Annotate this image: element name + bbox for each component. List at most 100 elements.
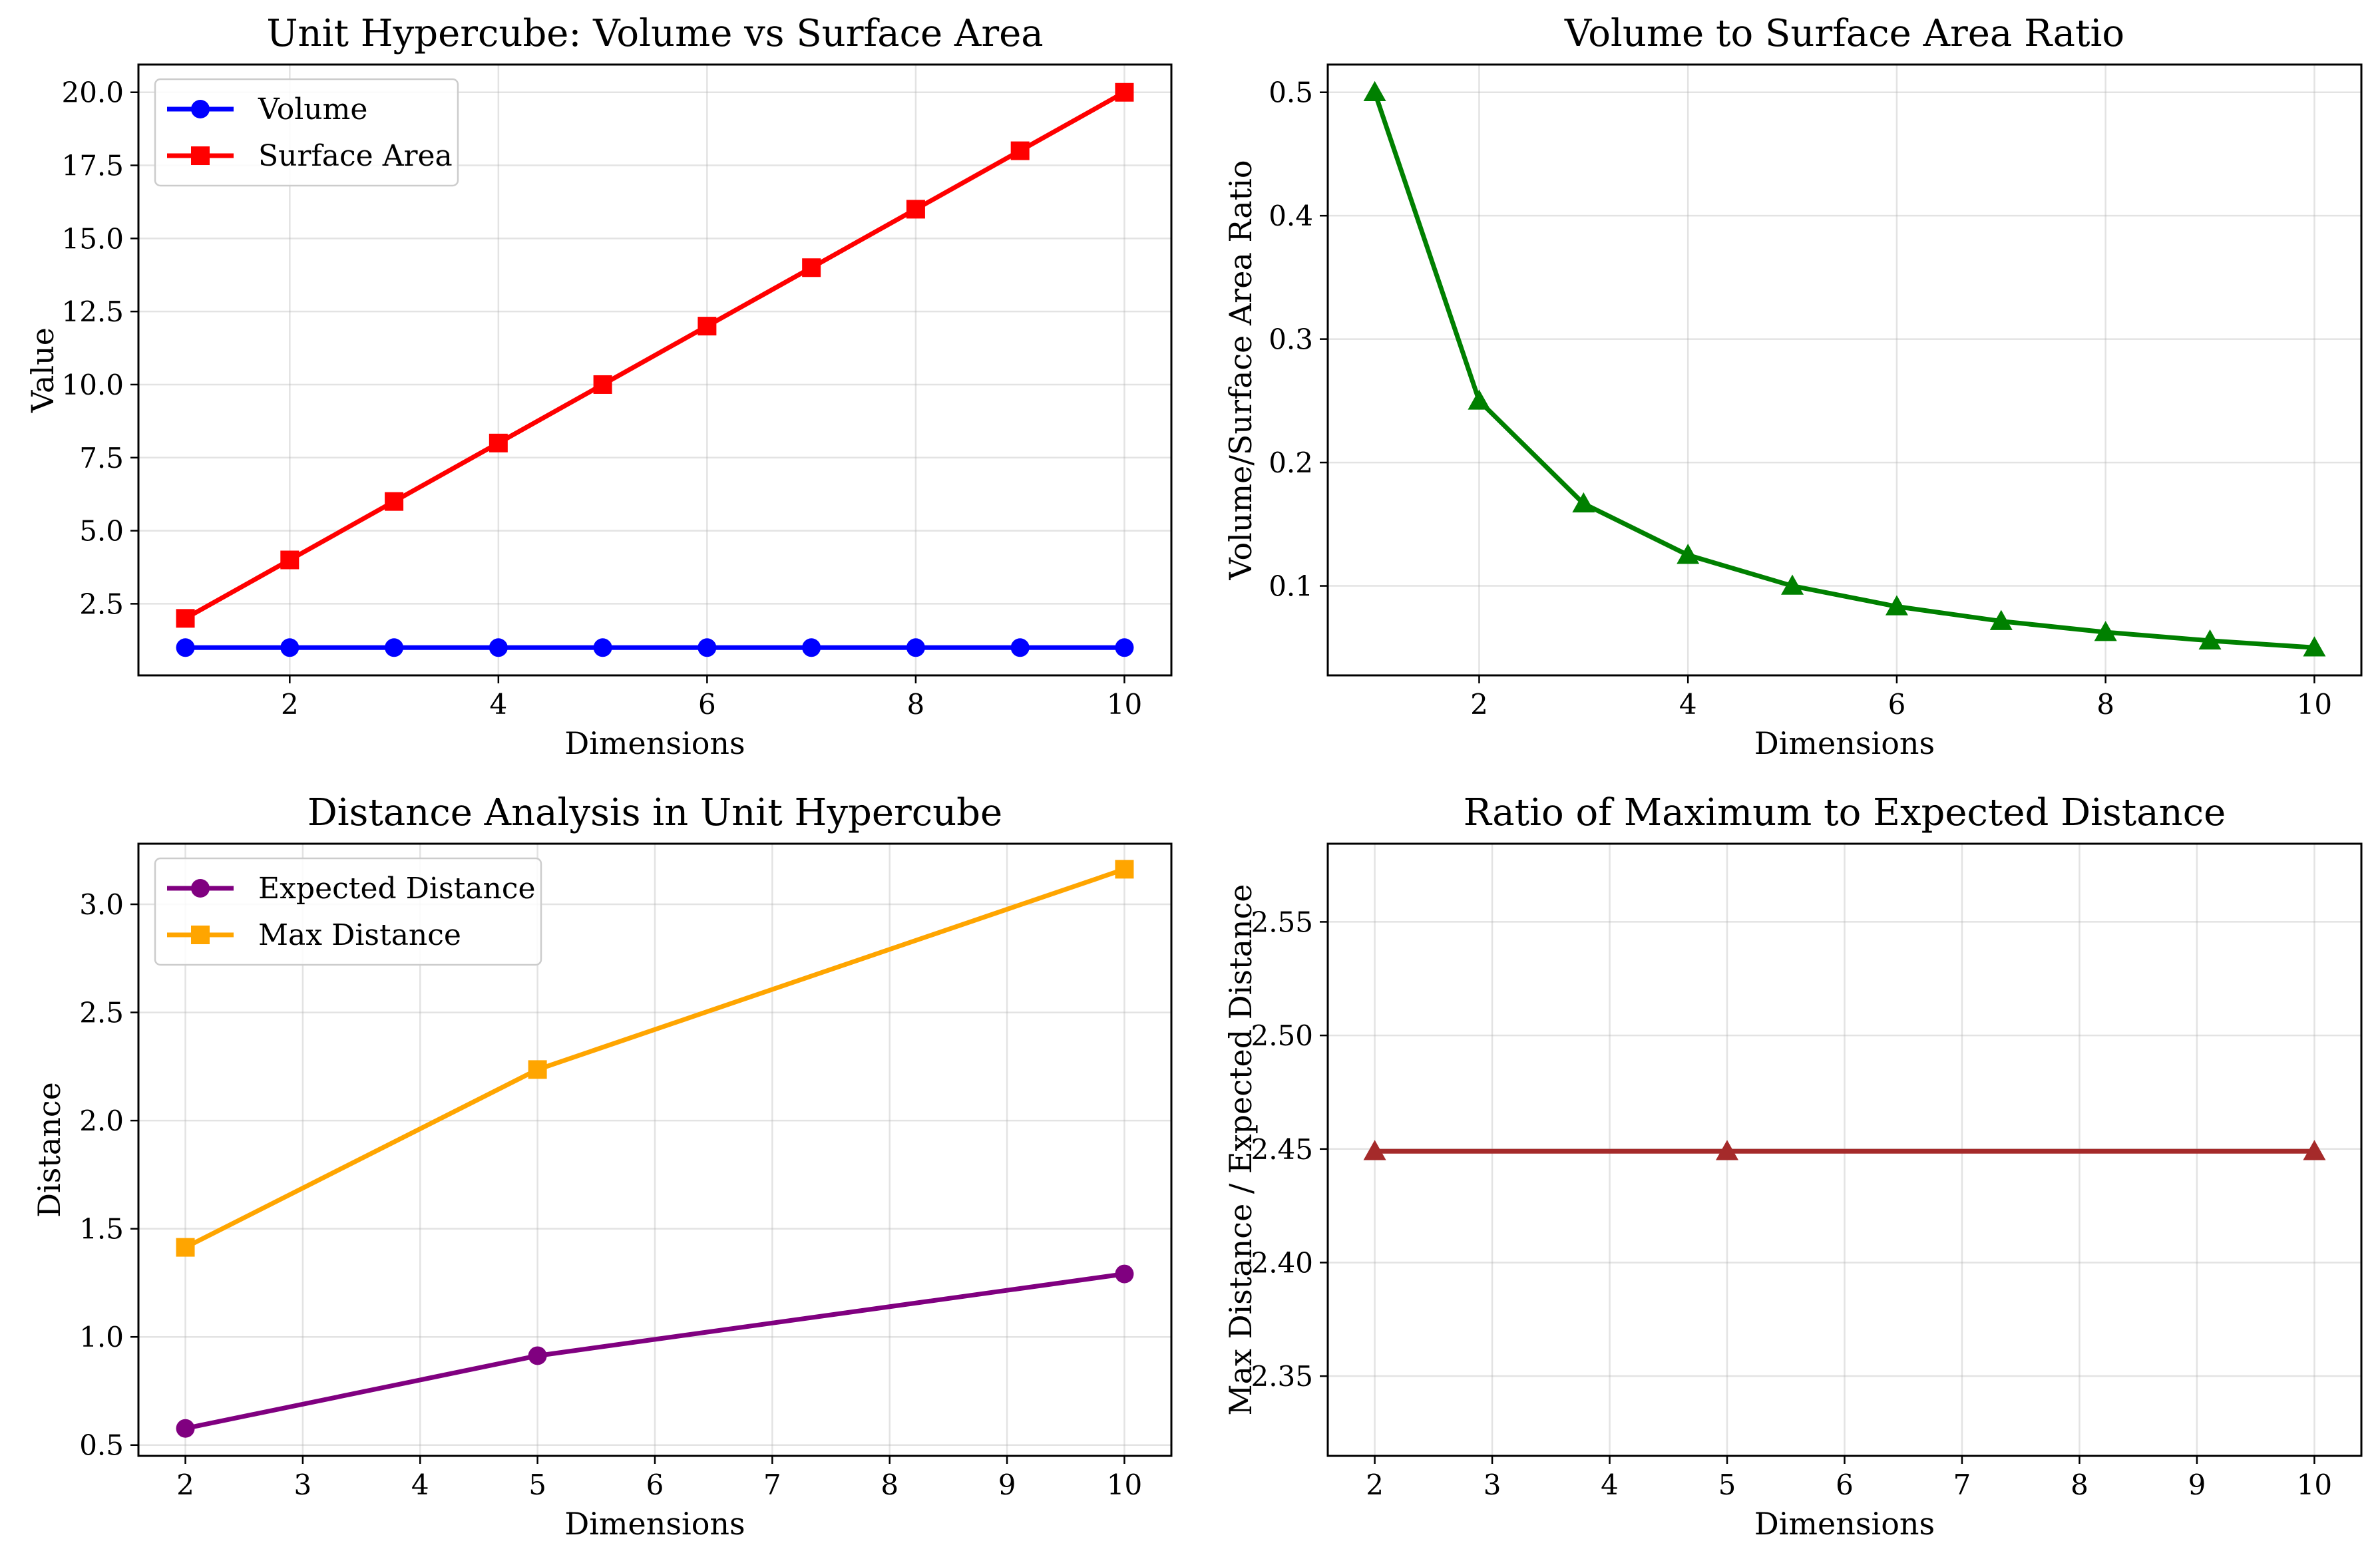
data-point <box>1572 492 1595 513</box>
y-tick-label: 20.0 <box>61 77 124 109</box>
x-tick-label: 2 <box>176 1469 194 1501</box>
y-tick-label: 0.1 <box>1269 570 1313 603</box>
x-tick-label: 10 <box>1107 688 1142 721</box>
data-point <box>1677 544 1700 564</box>
data-point <box>802 638 821 657</box>
chart-title: Unit Hypercube: Volume vs Surface Area <box>266 12 1043 55</box>
data-point <box>280 550 299 570</box>
legend-label: Max Distance <box>258 918 461 952</box>
x-tick-label: 4 <box>411 1469 429 1501</box>
data-point <box>593 638 612 657</box>
y-tick-label: 2.0 <box>79 1105 124 1137</box>
data-point <box>1781 574 1804 595</box>
legend-box <box>154 78 459 187</box>
chart-panel-1: 2 4 6 8 10 2.5 5.0 7.5 10.0 12.5 15.0 17.5 20.0 Unit … <box>25 12 1173 761</box>
data-point <box>697 317 717 336</box>
data-point <box>1363 1140 1386 1160</box>
y-tick-label: 12.5 <box>61 295 124 328</box>
y-axis-label: Value <box>25 327 61 413</box>
y-tick-label: 2.45 <box>1251 1133 1313 1166</box>
y-tick-label: 15.0 <box>61 222 124 255</box>
y-tick-label: 0.5 <box>1269 77 1313 109</box>
data-point <box>1363 81 1386 101</box>
data-point <box>176 638 195 657</box>
legend-label: Surface Area <box>258 139 453 173</box>
y-tick-label: 5.0 <box>79 515 124 548</box>
plot-frame <box>137 63 1173 677</box>
x-tick-label: 10 <box>1107 1469 1142 1501</box>
x-tick-label: 6 <box>698 688 716 721</box>
series-line-2 <box>183 90 1127 621</box>
legend-label: Expected Distance <box>258 872 536 906</box>
y-tick-label: 17.5 <box>61 150 124 182</box>
data-point <box>385 492 404 511</box>
x-tick-label: 5 <box>528 1469 546 1501</box>
y-axis-label: Max Distance / Expected Distance <box>1223 884 1259 1415</box>
data-point <box>1468 389 1491 410</box>
y-axis-label: Volume/Surface Area Ratio <box>1223 160 1259 580</box>
chart-panel-3: 2 3 4 5 6 7 8 9 10 0.5 1.0 1.5 2.0 2.5 3.0 Distance Ana… <box>31 791 1173 1542</box>
data-point <box>176 1419 195 1438</box>
data-point <box>528 1060 547 1079</box>
y-tick-label: 2.35 <box>1251 1360 1313 1393</box>
data-point <box>1115 83 1134 102</box>
data-point <box>1716 1140 1739 1160</box>
y-tick-label: 0.3 <box>1269 323 1313 356</box>
x-tick-label: 6 <box>646 1469 664 1501</box>
x-axis-label: Dimensions <box>564 1506 745 1542</box>
legend-marker <box>191 926 210 944</box>
y-tick-label: 3.0 <box>79 888 124 921</box>
x-tick-label: 3 <box>294 1469 312 1501</box>
x-tick-label: 7 <box>763 1469 781 1501</box>
y-tick-label: 7.5 <box>79 442 124 474</box>
y-tick-label: 1.0 <box>79 1321 124 1353</box>
x-tick-label: 8 <box>907 688 925 721</box>
plot-frame <box>1326 842 2363 1457</box>
data-point <box>906 200 925 219</box>
x-axis-label: Dimensions <box>1754 1506 1935 1542</box>
data-point <box>489 433 508 452</box>
legend-marker <box>191 100 210 118</box>
legend-box <box>154 857 542 966</box>
x-tick-label: 4 <box>489 688 507 721</box>
x-tick-label: 10 <box>2297 688 2332 721</box>
x-tick-label: 6 <box>1888 688 1906 721</box>
data-point <box>1885 595 1908 615</box>
x-tick-label: 3 <box>1484 1469 1501 1501</box>
y-tick-label: 1.5 <box>79 1213 124 1246</box>
data-point <box>593 375 612 394</box>
series-line-1 <box>1372 90 2317 650</box>
x-tick-label: 8 <box>2096 688 2114 721</box>
x-axis-label: Dimensions <box>564 725 745 761</box>
plot-frame <box>137 842 1173 1457</box>
data-point <box>1989 609 2013 630</box>
y-tick-label: 0.2 <box>1269 446 1313 479</box>
data-point <box>528 1346 547 1365</box>
data-point <box>176 1238 195 1257</box>
data-point <box>906 638 925 657</box>
data-point <box>2303 1140 2326 1160</box>
data-point <box>2198 629 2222 650</box>
data-point <box>489 638 508 657</box>
data-point <box>176 609 195 628</box>
x-tick-label: 5 <box>1718 1469 1736 1501</box>
chart-panel-2: 2 4 6 8 10 0.1 0.2 0.3 0.4 0.5 Volume to Surface A… <box>1223 12 2363 761</box>
x-tick-label: 2 <box>1470 688 1488 721</box>
x-tick-label: 7 <box>1953 1469 1971 1501</box>
chart-title: Volume to Surface Area Ratio <box>1564 12 2124 55</box>
x-tick-label: 4 <box>1679 688 1697 721</box>
x-tick-label: 2 <box>281 688 299 721</box>
y-tick-label: 2.50 <box>1251 1019 1313 1052</box>
data-point <box>1115 638 1134 657</box>
plot-frame <box>1326 63 2363 677</box>
data-point <box>1115 860 1134 879</box>
x-tick-label: 8 <box>881 1469 898 1501</box>
data-point <box>280 638 299 657</box>
data-point <box>1010 141 1030 160</box>
data-point <box>2094 621 2117 641</box>
chart-panel-4: 2 3 4 5 6 7 8 9 10 2.35 2.40 2.45 2.50 2.55 Ratio of M… <box>1223 791 2363 1542</box>
data-point <box>697 638 717 657</box>
y-tick-label: 2.55 <box>1251 906 1313 938</box>
x-tick-label: 10 <box>2297 1469 2332 1501</box>
